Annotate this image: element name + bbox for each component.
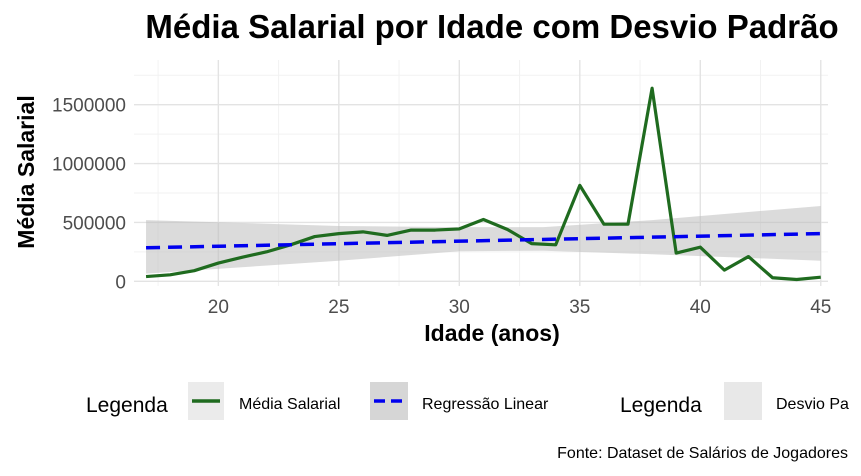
mean-salary-line [145,86,821,282]
legend-title-2: Legenda [620,394,702,417]
x-tick-label: 20 [208,297,229,318]
legend-label-media: Média Salarial [239,396,340,413]
y-tick-label: 1500000 [52,96,126,117]
tick-labels: 20 25 30 35 40 45 0 500000 1000000 1500000 [52,96,831,318]
legend: Legenda Média Salarial Regressão Linear … [86,382,849,420]
grid-lines [134,60,828,286]
legend-title-1: Legenda [86,394,168,417]
x-tick-label: 25 [328,297,349,318]
legend-label-regressao: Regressão Linear [422,396,549,413]
x-tick-label: 45 [810,297,831,318]
y-axis-title: Média Salarial [13,95,39,248]
legend-key-desvio [724,382,762,420]
y-tick-label: 0 [115,272,126,293]
chart-title: Média Salarial por Idade com Desvio Padr… [145,8,838,45]
x-tick-label: 40 [690,297,711,318]
regression-line [146,231,821,250]
y-tick-label: 1000000 [52,155,126,176]
x-tick-label: 35 [569,297,590,318]
data-lines [145,86,821,282]
legend-label-desvio: Desvio Pa [776,396,849,413]
x-axis-title: Idade (anos) [424,320,559,346]
x-tick-label: 30 [449,297,470,318]
y-tick-label: 500000 [63,213,126,234]
chart-caption: Fonte: Dataset de Salários de Jogadores [557,445,848,462]
